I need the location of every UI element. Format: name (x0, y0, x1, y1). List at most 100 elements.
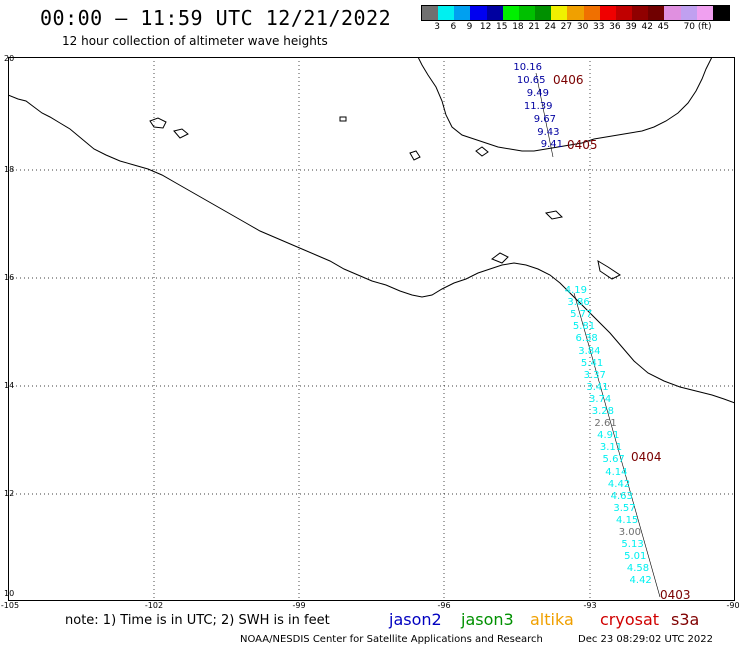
altimeter-tracks (535, 72, 661, 598)
color-scale-swatch (696, 6, 713, 20)
color-scale-swatch (648, 6, 665, 20)
gulf-coastline (417, 57, 713, 152)
lon-label: -90 (726, 601, 740, 610)
color-scale-swatch (535, 6, 552, 20)
color-scale-label: 27 (560, 22, 573, 32)
lat-label: 10 (4, 589, 15, 598)
chart-title: 00:00 – 11:59 UTC 12/21/2022 (40, 6, 392, 30)
wave-height-label: 3.74 (589, 393, 612, 405)
units-note: note: 1) Time is in UTC; 2) SWH is in fe… (65, 613, 330, 628)
wave-height-label: 4.63 (610, 490, 633, 502)
color-scale-label: 70 (ft) (683, 22, 712, 32)
wave-height-label: 3.00 (618, 527, 641, 538)
color-scale-label: 12 (479, 22, 492, 32)
color-scale-swatch (664, 6, 681, 20)
pacific-coastline (8, 94, 735, 404)
time-label: 0406 (553, 73, 584, 87)
color-scale-swatch (583, 6, 600, 20)
lat-label: 14 (4, 381, 15, 390)
color-scale-label: 45 (657, 22, 670, 32)
color-scale-label: 18 (512, 22, 524, 32)
wave-height-label: 4.14 (605, 466, 628, 478)
color-scale-label: 24 (544, 22, 556, 32)
wave-height-label: 5.67 (602, 454, 625, 466)
color-scale-swatch (502, 6, 519, 20)
wave-height-label: 5.13 (621, 539, 644, 551)
wave-height-label: 5.77 (570, 309, 593, 321)
wave-height-label: 5.41 (580, 357, 604, 369)
map-frame (8, 57, 735, 601)
color-scale-bar (421, 5, 730, 21)
wave-height-label: 9.49 (526, 87, 549, 99)
lat-label: 12 (4, 489, 15, 498)
wave-height-label: 3.84 (578, 345, 601, 357)
wave-height-label: 4.91 (597, 430, 620, 442)
wave-height-label: 4.42 (629, 575, 652, 587)
time-label: 0403 (660, 588, 691, 602)
color-scale-swatch (518, 6, 536, 20)
wave-height-label: 3.28 (591, 406, 614, 417)
satellite-legend-item: cryosat (600, 610, 660, 629)
color-scale-swatch (454, 6, 471, 20)
lon-label: -102 (144, 601, 164, 610)
color-scale-label: 39 (625, 22, 637, 32)
satellite-legend-item: altika (530, 610, 574, 629)
lon-label: -105 (0, 601, 20, 610)
color-scale-label: 33 (593, 22, 605, 32)
color-scale-swatch (615, 6, 633, 20)
wave-height-label: 4.19 (564, 285, 587, 296)
color-scale-swatch (680, 6, 697, 20)
color-scale-label: 15 (496, 22, 508, 32)
lat-label: 18 (4, 165, 15, 174)
color-scale-label: 42 (641, 22, 653, 32)
color-scale-label: 30 (576, 22, 589, 32)
wave-height-label: 9.43 (537, 126, 560, 138)
time-label: 0404 (631, 450, 662, 464)
wave-height-label: 3.57 (613, 502, 636, 514)
color-scale-swatch (438, 6, 455, 20)
color-scale-swatch (567, 6, 584, 20)
wave-height-label: 11.39 (523, 100, 553, 112)
wave-height-label: 2.61 (594, 418, 617, 430)
color-scale-swatch (486, 6, 503, 20)
wave-height-label: 3.86 (567, 297, 590, 309)
lat-label: 16 (4, 273, 15, 282)
wave-height-label: 10.16 (513, 62, 542, 73)
lakes (149, 116, 621, 280)
lon-label: -99 (292, 601, 306, 610)
color-scale-swatch (470, 6, 487, 20)
wave-height-label: 4.42 (607, 478, 631, 490)
color-scale-swatch (422, 6, 439, 20)
satellite-legend-item: jason3 (461, 610, 514, 629)
wave-height-label: 3.37 (583, 369, 606, 381)
wave-height-label: 5.01 (624, 551, 647, 563)
wave-height-label: 9.41 (540, 139, 563, 151)
color-scale-swatch (712, 6, 729, 20)
color-scale-label: 9 (466, 22, 473, 32)
satellite-legend-item: jason2 (389, 610, 442, 629)
wave-height-label: 3.11 (599, 442, 623, 454)
color-scale-swatch (551, 6, 568, 20)
time-label: 0405 (567, 138, 598, 152)
lon-label: -96 (437, 601, 451, 610)
wave-height-label: 10.65 (516, 74, 546, 86)
wave-height-label: 9.67 (533, 113, 556, 125)
color-scale-label: 6 (450, 22, 457, 32)
map-area (8, 57, 735, 601)
chart-subtitle: 12 hour collection of altimeter wave hei… (62, 34, 328, 48)
color-scale-swatch (599, 6, 616, 20)
wave-height-label: 5.81 (572, 321, 596, 333)
color-scale-label: 36 (609, 22, 621, 32)
wave-height-label: 4.15 (616, 514, 639, 526)
wave-height-label: 6.38 (575, 333, 598, 345)
color-scale-label: 3 (434, 22, 441, 32)
wave-height-label: 3.41 (586, 381, 609, 393)
generated-timestamp: Dec 23 08:29:02 UTC 2022 (578, 634, 713, 645)
graticule (8, 57, 735, 601)
lon-label: -93 (583, 601, 597, 610)
wave-height-label: 4.58 (626, 563, 650, 575)
satellite-legend-item: s3a (671, 610, 700, 629)
lat-label: 20 (4, 54, 15, 63)
credit-text: NOAA/NESDIS Center for Satellite Applica… (240, 634, 543, 645)
color-scale-label: 21 (528, 22, 540, 32)
